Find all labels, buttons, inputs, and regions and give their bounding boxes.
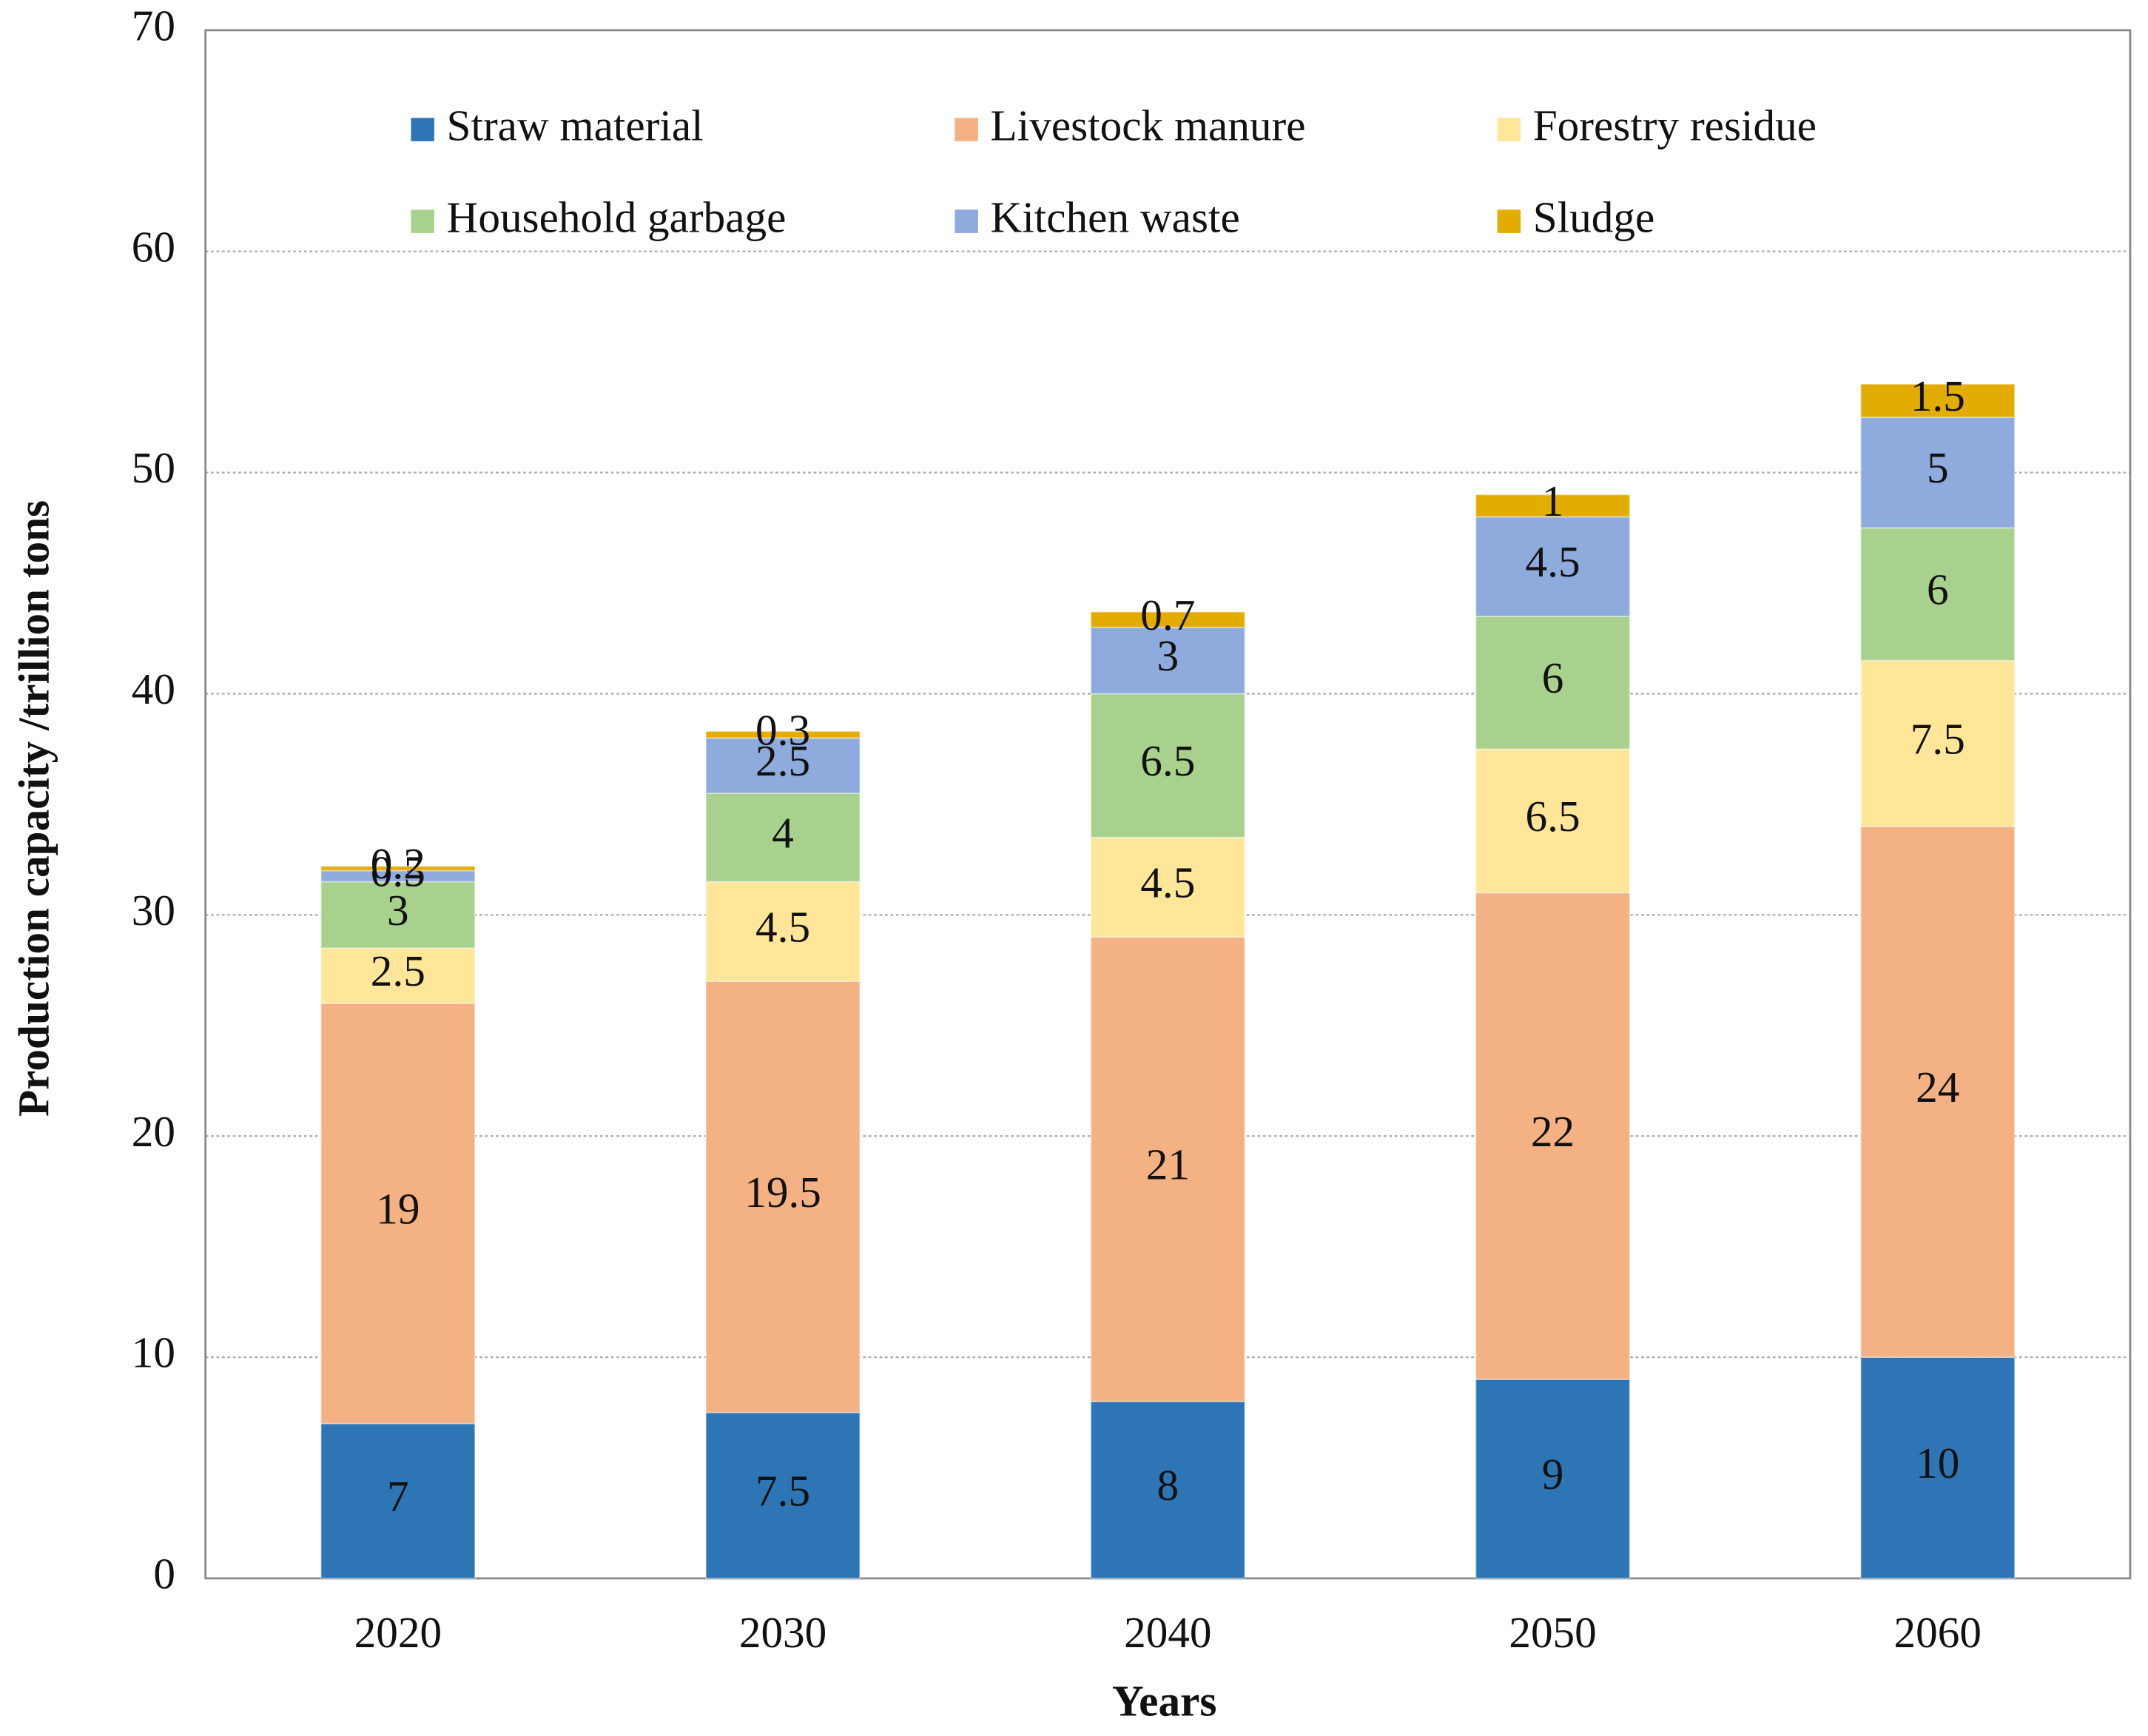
legend-swatch (1497, 118, 1521, 141)
legend-swatch (1497, 209, 1521, 233)
y-tick-label: 40 (132, 665, 175, 713)
data-label: 19 (376, 1184, 420, 1233)
y-tick-label: 70 (132, 1, 175, 50)
data-label: 3 (387, 886, 409, 935)
legend-label: Household garbage (447, 193, 787, 242)
legend-swatch (411, 209, 434, 233)
y-tick-label: 60 (132, 222, 175, 271)
legend-swatch (955, 118, 978, 141)
data-label: 6.5 (1140, 736, 1195, 785)
y-tick-label: 0 (153, 1550, 175, 1598)
bar-segment (705, 980, 861, 1413)
data-label: 4.5 (1140, 858, 1195, 907)
bar-segment (1090, 610, 1246, 628)
bar-segment (1090, 693, 1246, 838)
data-label: 1 (1542, 477, 1564, 525)
bar-segment (1859, 1356, 2016, 1579)
bar-segment (320, 881, 476, 949)
bar-segment (1090, 936, 1246, 1402)
bar-segment (705, 737, 861, 794)
data-label: 6.5 (1526, 792, 1580, 841)
data-label: 7 (387, 1472, 409, 1521)
x-tick-label: 2020 (354, 1608, 442, 1657)
legend-label: Straw material (447, 101, 704, 150)
data-label: 2.5 (371, 946, 425, 995)
bar-segment (1859, 825, 2016, 1359)
x-tick-label: 2030 (739, 1608, 826, 1657)
data-label: 4 (772, 808, 794, 857)
data-label: 7.5 (755, 1466, 810, 1515)
bar-segment (320, 947, 476, 1004)
bar-segment (705, 730, 861, 739)
y-tick-label: 20 (132, 1107, 175, 1156)
data-label: 10 (1916, 1439, 1959, 1487)
data-label: 21 (1146, 1140, 1190, 1189)
data-label: 22 (1531, 1107, 1575, 1156)
data-label: 7.5 (1910, 714, 1965, 763)
data-label: 4.5 (755, 902, 810, 951)
x-tick-label: 2050 (1509, 1608, 1596, 1657)
bar-segment (1859, 383, 2016, 418)
data-label: 1.5 (1910, 371, 1965, 420)
data-label: 3 (1157, 631, 1179, 680)
data-label: 5 (1927, 443, 1949, 492)
bar-segment (320, 865, 476, 872)
bar-segment (1475, 516, 1631, 617)
legend-label: Forestry residue (1533, 101, 1817, 150)
legend-label: Kitchen waste (991, 193, 1240, 242)
data-label: 0.3 (755, 705, 810, 754)
bar-segment (705, 793, 861, 883)
data-label: 19.5 (744, 1168, 821, 1217)
bar-segment (1475, 748, 1631, 894)
data-label: 24 (1916, 1063, 1959, 1111)
bar-segment (1475, 1379, 1631, 1579)
bar-segment (1859, 416, 2016, 529)
x-tick-label: 2060 (1894, 1608, 1982, 1657)
data-label: 6 (1542, 653, 1564, 702)
bar-segment (1090, 1400, 1246, 1579)
bar-segment (320, 1422, 476, 1579)
y-axis-title: Production capacity /trillion tons (9, 500, 58, 1117)
data-label: 6 (1927, 565, 1949, 614)
y-tick-label: 30 (132, 886, 175, 935)
legend-label: Livestock manure (991, 101, 1306, 150)
bar-segment (1475, 892, 1631, 1380)
data-label: 9 (1542, 1450, 1564, 1498)
data-label: 0.2 (371, 839, 425, 888)
bar-segment (1859, 659, 2016, 827)
legend-label: Sludge (1533, 193, 1655, 242)
y-tick-label: 10 (132, 1328, 175, 1377)
data-label: 0.5 (371, 847, 425, 896)
bar-segment (1475, 494, 1631, 518)
data-label: 8 (1157, 1461, 1179, 1510)
data-label: 2.5 (755, 736, 810, 785)
data-label: 0.7 (1140, 591, 1195, 639)
data-label: 4.5 (1526, 537, 1580, 586)
legend-swatch (411, 118, 434, 141)
bar-segment (1090, 626, 1246, 695)
bar-segment (705, 1411, 861, 1579)
x-tick-label: 2040 (1124, 1608, 1211, 1657)
x-axis-title: Years (1112, 1677, 1216, 1726)
legend-swatch (955, 209, 978, 233)
y-tick-label: 50 (132, 443, 175, 492)
